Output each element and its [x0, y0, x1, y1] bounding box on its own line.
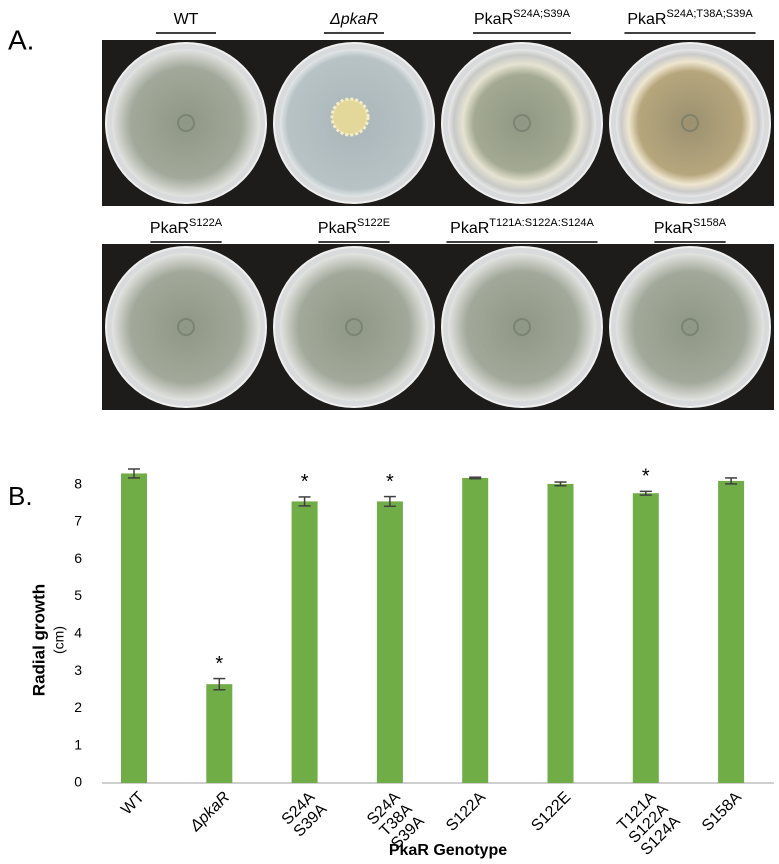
plate-name: PkaR: [150, 220, 189, 237]
error-bar: [469, 476, 482, 480]
plate-label: PkaRS122E: [318, 217, 390, 237]
error-bar: [213, 677, 226, 691]
y-tick-label: 7: [74, 513, 82, 529]
colony-center: [681, 318, 699, 336]
plate-superscript: S24A;S39A: [513, 8, 571, 20]
colony-center: [177, 318, 195, 336]
y-tick-label: 3: [74, 662, 82, 678]
colony-center: [177, 114, 195, 132]
plate-name: PkaR: [474, 11, 513, 28]
x-tick-label: S158A: [699, 789, 745, 835]
colony: [616, 253, 764, 401]
x-tick-line: WT: [118, 789, 148, 819]
small-colony: [330, 97, 370, 137]
colony: [112, 49, 260, 197]
plate-label: WT: [174, 11, 199, 28]
plate-label: PkaRS24A;S39A: [474, 8, 571, 28]
y-label: Radial growth: [29, 584, 48, 696]
plate-name: PkaR: [450, 220, 489, 237]
error-bar: [128, 468, 140, 479]
plate-photos: WT ΔpkaR PkaRS24A;S39A PkaRS24A;T38A;S39APk…: [102, 8, 774, 410]
significance-mark: *: [386, 471, 394, 493]
x-tick-label: S122E: [528, 789, 574, 835]
y-axis-title: Radial growth (cm): [29, 584, 66, 696]
significance-mark: *: [642, 466, 650, 488]
plate-name: PkaR: [627, 11, 666, 28]
colony-center: [513, 318, 531, 336]
y-label-unit: (cm): [51, 626, 67, 654]
x-tick-label: S122A: [443, 789, 489, 835]
x-tick-label: WT: [118, 789, 148, 819]
bar: [121, 473, 147, 783]
colony-center: [345, 318, 363, 336]
plate-superscript: T121A:S122A:S124A: [489, 217, 594, 229]
panel-label: A.: [8, 24, 34, 55]
bar: [718, 480, 745, 783]
bar: [376, 501, 403, 783]
y-tick-label: 4: [74, 625, 82, 641]
bar: [632, 493, 659, 783]
colony: [280, 253, 428, 401]
colony: [112, 253, 260, 401]
plate-label: PkaRS122A: [150, 217, 223, 237]
x-label: PkaR Genotype: [389, 842, 507, 859]
colony-center: [513, 114, 531, 132]
plate-label: PkaRS24A;T38A;S39A: [627, 8, 753, 28]
y-tick-label: 5: [74, 587, 82, 603]
error-bar: [554, 481, 567, 487]
plate-label: PkaRT121A:S122A:S124A: [450, 217, 594, 237]
x-tick-line: S122A: [443, 789, 489, 835]
y-tick-label: 8: [74, 475, 82, 491]
plate-label: PkaRS158A: [654, 217, 727, 237]
colony: [616, 49, 764, 197]
colony: [448, 49, 596, 197]
y-tick-label: 1: [74, 736, 82, 752]
y-tick-label: 0: [74, 774, 82, 790]
plate-superscript: S158A: [693, 217, 727, 229]
error-bar: [298, 496, 311, 507]
y-tick-label: 6: [74, 550, 82, 566]
y-tick-label: 2: [74, 699, 82, 715]
x-tick-line: S122E: [528, 789, 574, 835]
bar: [547, 483, 574, 783]
x-tick-label: ΔpkaR: [186, 788, 233, 835]
plate-name: PkaR: [654, 220, 693, 237]
plate-superscript: S122A: [189, 217, 223, 229]
plate-superscript: S122E: [357, 217, 390, 229]
x-tick-line: S158A: [699, 789, 745, 835]
bar: [462, 477, 489, 783]
plate-name: PkaR: [318, 220, 357, 237]
colony-center: [681, 114, 699, 132]
plate-name: WT: [174, 11, 199, 28]
significance-mark: *: [301, 471, 309, 493]
bar: [291, 501, 318, 783]
plate-superscript: S24A;T38A;S39A: [666, 8, 753, 20]
error-bar: [639, 490, 652, 496]
plate-label: ΔpkaR: [329, 11, 379, 28]
significance-mark: *: [215, 653, 223, 675]
panel-label: B.: [8, 481, 33, 511]
error-bar: [725, 477, 738, 485]
colony: [448, 253, 596, 401]
bar: [206, 684, 233, 783]
x-tick-line: ΔpkaR: [186, 788, 233, 835]
plate-name: ΔpkaR: [329, 11, 379, 28]
error-bar: [383, 495, 396, 508]
